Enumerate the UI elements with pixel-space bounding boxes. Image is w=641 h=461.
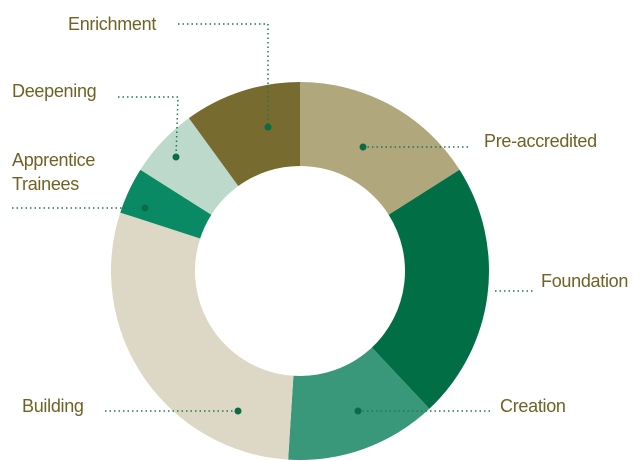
segment-label: Building (22, 396, 84, 416)
donut-segment (111, 212, 294, 460)
leader-line (178, 23, 269, 127)
donut-segment (140, 118, 239, 215)
leader-line (118, 96, 179, 158)
segment-label: Apprentice Trainees (12, 150, 96, 194)
leader-dot (359, 143, 367, 151)
segment-label: Creation (500, 396, 566, 416)
donut-segment (288, 347, 430, 460)
donut-segment (188, 82, 300, 187)
segment-label: Foundation (541, 271, 629, 291)
leader-dot (354, 407, 362, 415)
donut-segment (371, 169, 489, 409)
segment-label: Enrichment (68, 14, 157, 34)
segment-label: Deepening (12, 81, 97, 101)
leader-dot (264, 123, 272, 131)
segment-label: Pre-accredited (484, 131, 597, 151)
donut-segment (300, 82, 460, 215)
leader-dot (172, 153, 180, 161)
leader-dot (141, 204, 149, 212)
donut-segment (120, 169, 212, 239)
leader-dot (234, 407, 242, 415)
